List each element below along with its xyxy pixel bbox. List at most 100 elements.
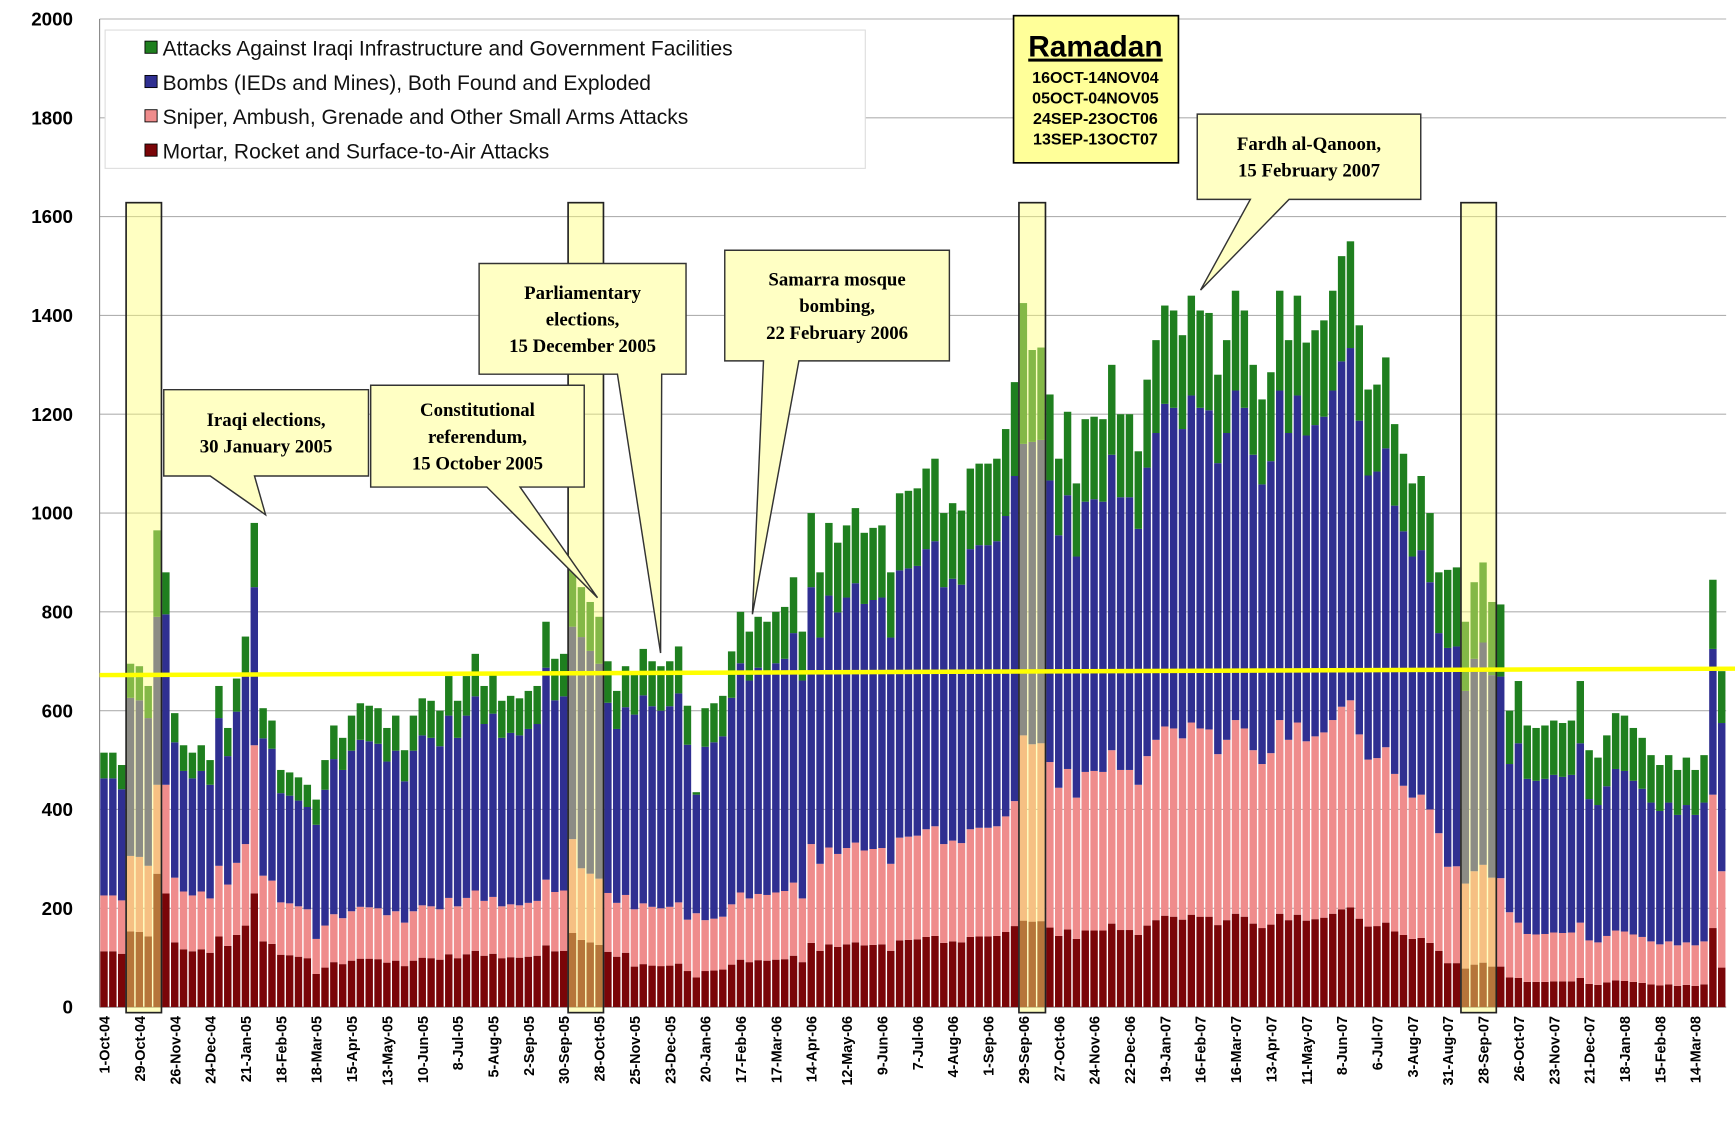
bar-segment <box>1390 773 1399 932</box>
bar-segment <box>1700 941 1708 985</box>
y-tick-label: 2000 <box>31 9 73 30</box>
bar-segment <box>568 567 577 627</box>
bar-segment <box>1382 747 1390 923</box>
bar-segment <box>462 676 471 716</box>
bar-segment <box>365 958 373 1008</box>
bar-segment <box>1585 799 1593 941</box>
x-tick-label: 18-Mar-05 <box>310 1016 326 1083</box>
bar-segment <box>462 715 471 898</box>
bar-segment <box>754 960 762 1008</box>
bar-segment <box>666 906 674 966</box>
bar-segment <box>1620 770 1629 932</box>
bar-segment <box>259 941 267 1008</box>
bar-segment <box>498 700 506 738</box>
bar-segment <box>1399 785 1408 935</box>
bar-segment <box>1558 776 1567 933</box>
bar-segment <box>542 667 550 880</box>
bar-segment <box>1567 932 1576 982</box>
bar-segment <box>171 877 179 943</box>
bar-segment <box>347 960 356 1008</box>
bar-segment <box>400 922 409 967</box>
bar-segment <box>683 705 692 745</box>
bar-segment <box>1161 305 1169 404</box>
bar-segment <box>471 950 479 1008</box>
bar-segment <box>338 737 347 770</box>
bar-segment <box>171 942 179 1008</box>
bar-segment <box>666 706 674 907</box>
bar-segment <box>993 458 1001 542</box>
bar-segment <box>1161 915 1169 1008</box>
x-tick-label: 17-Feb-06 <box>734 1016 750 1083</box>
bar-segment <box>834 946 842 1008</box>
bar-segment <box>1337 706 1346 910</box>
bar-segment <box>1364 926 1372 1008</box>
bar-segment <box>586 873 594 943</box>
bar-segment <box>1479 642 1487 865</box>
bar-segment <box>1638 788 1646 937</box>
bar-segment <box>1585 983 1593 1008</box>
bar-segment <box>427 906 435 959</box>
bar-segment <box>940 942 948 1008</box>
bar-segment <box>285 795 294 904</box>
bar-segment <box>860 850 868 946</box>
bar-segment <box>294 777 303 801</box>
bar-segment <box>948 941 957 1008</box>
x-tick-label: 9-Jun-06 <box>875 1016 891 1075</box>
bar-segment <box>1178 738 1187 920</box>
bar-segment <box>816 637 824 864</box>
bar-segment <box>816 950 824 1008</box>
bar-segment <box>834 853 842 947</box>
bar-segment <box>1567 774 1576 933</box>
bar-segment <box>657 908 665 967</box>
bar-segment <box>1187 395 1196 723</box>
bar-segment <box>1443 647 1452 867</box>
bar-segment <box>453 737 462 907</box>
bar-segment <box>1691 769 1699 815</box>
bar-segment <box>692 913 700 978</box>
bar-segment <box>1390 424 1399 506</box>
legend-swatch <box>144 74 158 89</box>
bar-segment <box>1267 924 1275 1008</box>
bar-segment <box>1276 290 1284 391</box>
bar-segment <box>409 911 418 961</box>
bar-segment <box>701 920 709 972</box>
bar-segment <box>1320 917 1328 1008</box>
bar-segment <box>1479 962 1487 1008</box>
bar-segment <box>1125 769 1134 931</box>
bar-segment <box>1514 977 1523 1008</box>
bar-segment <box>1399 531 1408 786</box>
bar-segment <box>772 611 780 664</box>
bar-segment <box>1116 769 1125 931</box>
bar-segment <box>780 658 789 891</box>
bar-segment <box>1152 433 1160 740</box>
bar-segment <box>1055 535 1063 788</box>
bar-segment <box>966 549 975 830</box>
bar-segment <box>462 897 471 955</box>
bar-segment <box>1656 944 1664 986</box>
bar-segment <box>940 844 948 943</box>
bar-segment <box>1169 916 1178 1008</box>
bar-segment <box>825 944 833 1008</box>
bar-segment <box>365 907 373 959</box>
bar-segment <box>683 919 692 972</box>
bar-segment <box>1399 934 1408 1008</box>
bar-segment <box>869 600 877 850</box>
bar-segment <box>674 963 683 1008</box>
bar-segment <box>1143 379 1151 468</box>
bar-segment <box>1647 755 1655 803</box>
bar-segment <box>1019 303 1028 444</box>
bar-segment <box>524 690 533 729</box>
bar-segment <box>1063 495 1072 769</box>
bar-segment <box>1001 429 1010 517</box>
bar-segment <box>1072 938 1081 1008</box>
bar-segment <box>966 936 975 1008</box>
bar-segment <box>1656 985 1664 1008</box>
bar-segment <box>533 955 541 1008</box>
bar-segment <box>436 909 444 960</box>
bar-segment <box>312 824 320 939</box>
bar-segment <box>409 750 418 912</box>
bar-segment <box>1620 931 1629 981</box>
bar-segment <box>621 707 630 895</box>
bar-segment <box>878 848 886 945</box>
bar-segment <box>1709 794 1717 929</box>
